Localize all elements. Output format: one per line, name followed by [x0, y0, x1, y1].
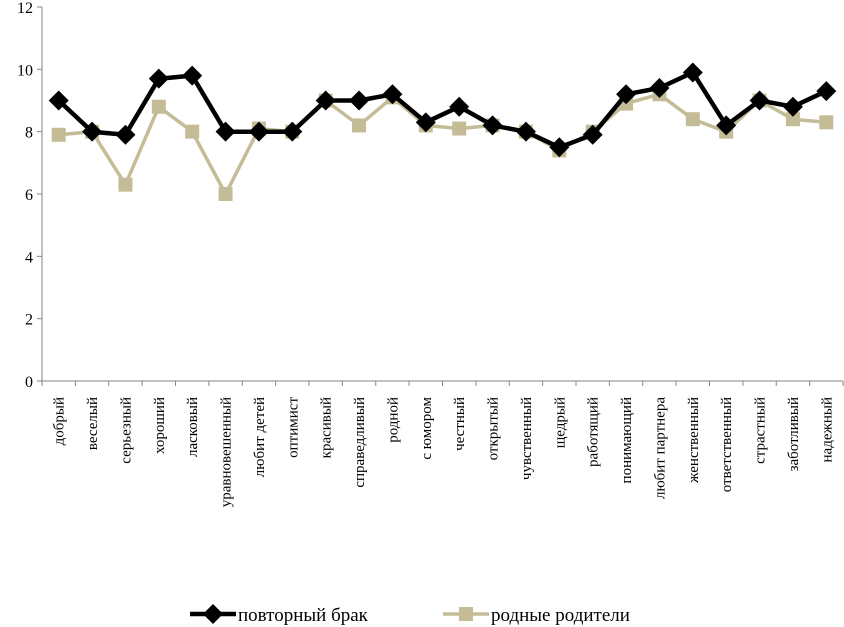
legend-item-1: повторный брак: [190, 604, 369, 626]
x-tick-label: открытый: [486, 397, 502, 460]
data-point: [749, 90, 770, 111]
x-tick-label: честный: [452, 397, 468, 451]
x-tick-label: чувственный: [519, 397, 535, 480]
x-tick-label: страстный: [753, 397, 769, 464]
data-point: [82, 121, 103, 142]
data-point: [382, 84, 403, 105]
data-point: [182, 65, 203, 86]
y-tick-label: 6: [25, 187, 33, 204]
data-point: [682, 62, 703, 83]
x-tick-label: любит детей: [252, 397, 268, 477]
data-point: [215, 121, 236, 142]
data-point: [282, 121, 303, 142]
y-axis-ticks: 0 2 4 6 8 10 12: [17, 0, 42, 391]
chart-series: [48, 62, 837, 201]
x-tick-label: веселый: [85, 397, 101, 450]
data-point: [452, 121, 467, 136]
x-tick-label: серьезный: [118, 397, 134, 464]
series-2: [51, 87, 834, 201]
x-tick-label: добрый: [52, 397, 68, 445]
data-point: [218, 187, 233, 201]
y-tick-label: 4: [25, 249, 33, 266]
data-point: [482, 115, 503, 136]
data-point: [51, 127, 66, 142]
data-point: [582, 124, 603, 145]
data-point: [48, 90, 69, 111]
data-point: [248, 121, 269, 142]
legend-label: родные родители: [491, 605, 630, 626]
data-point: [649, 78, 670, 99]
x-axis-ticks: добрый веселый серьезный хороший ласковый ура…: [41, 381, 844, 507]
x-tick-label: работящий: [586, 397, 602, 467]
data-point: [819, 115, 834, 130]
y-tick-label: 10: [17, 62, 33, 79]
series-1: [48, 62, 837, 158]
data-point: [415, 112, 436, 133]
data-point: [449, 96, 470, 117]
data-point: [782, 96, 803, 117]
data-point: [148, 68, 169, 89]
y-tick-label: 0: [25, 374, 33, 391]
data-point: [185, 124, 200, 139]
legend-label: повторный брак: [238, 605, 369, 626]
data-point: [315, 90, 336, 111]
y-tick-label: 2: [25, 312, 33, 329]
x-tick-label: с юмором: [419, 397, 435, 460]
data-point: [515, 121, 536, 142]
x-tick-label: понимающий: [619, 397, 635, 483]
data-point: [616, 84, 637, 105]
x-tick-label: ласковый: [185, 397, 201, 457]
chart-axes: [41, 7, 843, 382]
data-point: [785, 112, 800, 127]
x-tick-label: заботливый: [786, 397, 802, 471]
data-point: [549, 137, 570, 158]
data-point: [151, 99, 166, 114]
x-tick-label: надежный: [819, 397, 835, 462]
x-tick-label: ответственный: [719, 397, 735, 492]
series-line: [58, 92, 827, 196]
data-point: [118, 177, 133, 192]
x-tick-label: хороший: [152, 397, 168, 454]
legend-marker: [203, 604, 223, 624]
x-tick-label: щедрый: [552, 397, 568, 448]
x-tick-label: справедливый: [352, 397, 368, 488]
data-point: [816, 81, 837, 102]
series-line: [57, 70, 828, 150]
x-tick-label: уравновешенный: [219, 397, 235, 507]
x-tick-label: женственный: [686, 397, 702, 484]
data-point: [115, 124, 136, 145]
data-point: [352, 118, 367, 133]
legend-item-2: родные родители: [443, 605, 630, 626]
legend-marker: [459, 607, 473, 621]
data-point: [685, 112, 700, 127]
chart-legend: повторный брак родные родители: [190, 604, 630, 626]
y-tick-label: 8: [25, 125, 33, 142]
data-point: [716, 115, 737, 136]
y-tick-label: 12: [17, 0, 33, 17]
x-tick-label: родной: [385, 397, 401, 443]
x-tick-label: красивый: [319, 397, 335, 458]
x-tick-label: любит партнера: [652, 397, 668, 499]
data-point: [349, 90, 370, 111]
x-tick-label: оптимист: [285, 397, 301, 458]
